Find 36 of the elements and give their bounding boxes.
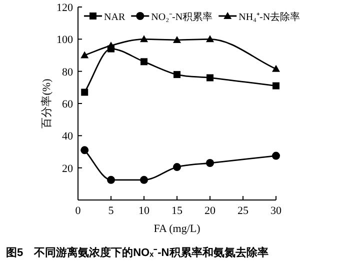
y-tick-label: 20 bbox=[62, 162, 74, 175]
point bbox=[272, 82, 280, 90]
y-tick-label: 100 bbox=[56, 34, 74, 46]
point bbox=[107, 176, 115, 184]
point bbox=[174, 71, 180, 78]
x-tick-label: 30 bbox=[270, 205, 282, 217]
legend-label: NH₄⁺-N去除率 bbox=[238, 11, 300, 23]
point bbox=[140, 58, 148, 66]
y-tick-label: 120 bbox=[56, 2, 74, 14]
legend-label: NAR bbox=[104, 12, 126, 23]
x-tick-label: 10 bbox=[138, 205, 150, 217]
point bbox=[81, 88, 88, 96]
y-tick-label: 40 bbox=[62, 130, 74, 143]
point bbox=[80, 146, 89, 154]
x-axis-title: FA (mg/L) bbox=[154, 223, 201, 235]
legend-label: NO₂⁻-N积累率 bbox=[151, 11, 213, 23]
caption: 图5 不同游离氨浓度下的NOₓ⁻-N积累率和氨氮去除率 bbox=[6, 246, 268, 259]
point bbox=[206, 159, 214, 168]
x-tick-label: 15 bbox=[172, 205, 183, 217]
point bbox=[140, 35, 148, 42]
point bbox=[173, 163, 181, 172]
y-axis-title: 百分率(%) bbox=[40, 78, 53, 128]
y-tick-label: 60 bbox=[62, 98, 74, 110]
point bbox=[206, 35, 214, 42]
y-tick-label: 80 bbox=[62, 66, 74, 78]
point bbox=[272, 64, 280, 72]
point bbox=[140, 176, 148, 184]
x-tick-label: 25 bbox=[238, 205, 249, 217]
point bbox=[80, 51, 89, 58]
point bbox=[272, 152, 280, 160]
point bbox=[173, 36, 181, 43]
point bbox=[206, 74, 214, 82]
x-tick-label: 5 bbox=[108, 205, 114, 217]
x-tick-label: 0 bbox=[75, 205, 82, 217]
x-tick-label: 20 bbox=[204, 205, 216, 217]
point bbox=[108, 45, 114, 52]
